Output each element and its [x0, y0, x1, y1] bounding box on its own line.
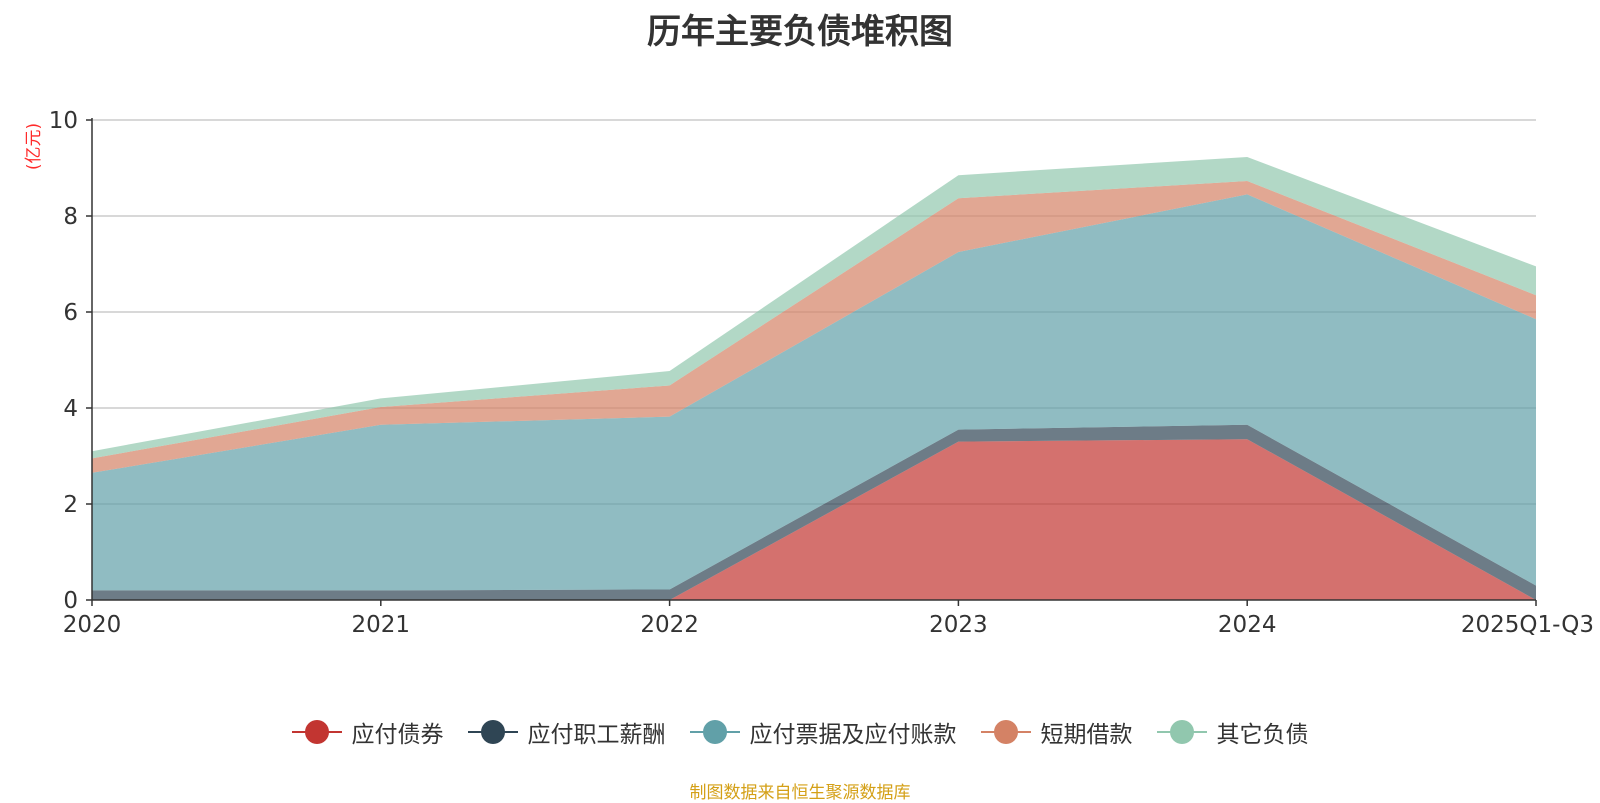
legend-dot: [993, 720, 1018, 744]
legend-item-other-liabilities[interactable]: 其它负债: [1156, 715, 1309, 749]
legend-marker-icon: [980, 720, 1031, 744]
x-tick-label: 2023: [929, 612, 988, 638]
legend-dot: [304, 720, 329, 744]
x-tick-label: 2020: [63, 612, 122, 638]
legend-item-short-term-loans[interactable]: 短期借款: [980, 715, 1133, 749]
area-series-1: [92, 424, 1536, 600]
legend-marker-icon: [291, 720, 342, 744]
x-tick-label: 2021: [352, 612, 411, 638]
legend-dot: [480, 720, 505, 744]
y-tick-label: 6: [63, 300, 78, 326]
legend-item-notes-and-accounts-payable[interactable]: 应付票据及应付账款: [689, 715, 957, 749]
area-series-2: [92, 194, 1536, 591]
legend-dot: [702, 720, 727, 744]
y-tick-label: 2: [63, 492, 78, 518]
legend-item-bonds-payable[interactable]: 应付债券: [291, 715, 444, 749]
source-note: 制图数据来自恒生聚源数据库: [689, 783, 911, 803]
legend-item-payroll-payable[interactable]: 应付职工薪酬: [467, 715, 666, 749]
legend-label: 短期借款: [1040, 722, 1133, 748]
x-tick-label: 2025Q1-Q3: [1461, 612, 1594, 638]
legend-label: 应付票据及应付账款: [749, 722, 957, 748]
legend-label: 应付职工薪酬: [527, 722, 666, 748]
x-tick-label: 2022: [640, 612, 699, 638]
legend-label: 其它负债: [1216, 722, 1309, 748]
legend-marker-icon: [1156, 720, 1207, 744]
y-tick-label: 8: [63, 204, 78, 230]
legend-label: 应付债券: [351, 722, 444, 748]
area-series-4: [92, 156, 1536, 459]
legend: 应付债券 应付职工薪酬 应付票据及应付账款 短期借款 其它负债: [0, 715, 1600, 749]
legend-marker-icon: [467, 720, 518, 744]
y-tick-label: 4: [63, 396, 78, 422]
y-tick-label: 10: [49, 108, 78, 134]
legend-dot: [1169, 720, 1194, 744]
area-series-3: [92, 180, 1536, 473]
y-tick-label: 0: [63, 588, 78, 614]
legend-marker-icon: [689, 720, 740, 744]
area-series-0: [92, 439, 1536, 600]
x-tick-label: 2024: [1218, 612, 1277, 638]
chart-title: 历年主要负债堆积图: [647, 12, 953, 52]
